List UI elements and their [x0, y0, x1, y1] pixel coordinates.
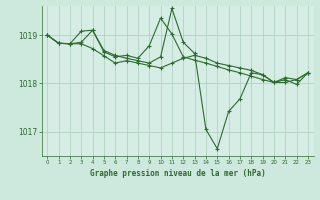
X-axis label: Graphe pression niveau de la mer (hPa): Graphe pression niveau de la mer (hPa): [90, 169, 266, 178]
